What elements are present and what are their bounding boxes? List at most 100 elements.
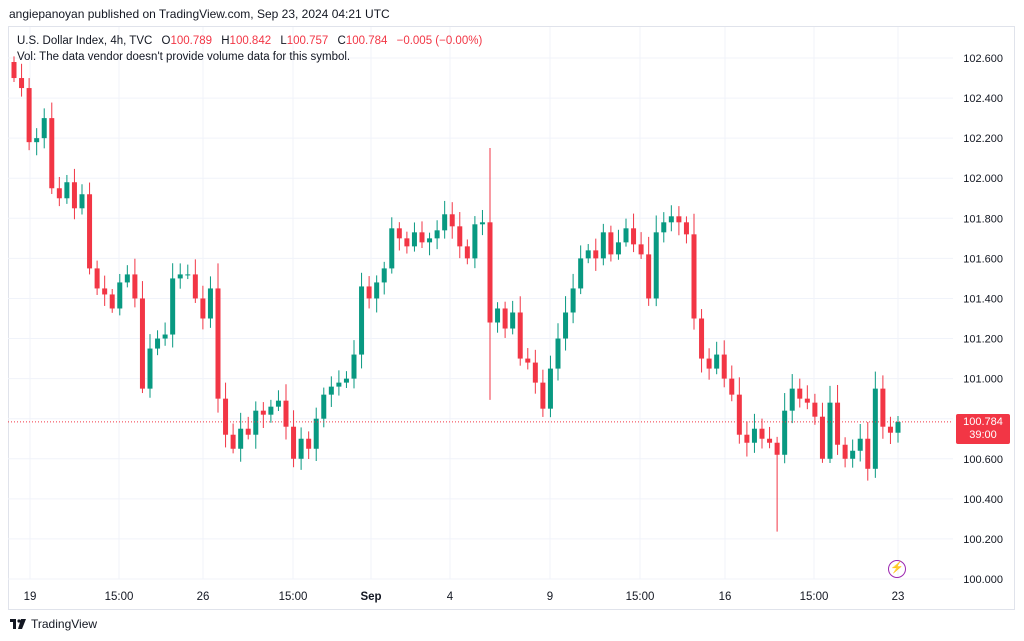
publisher-attribution: angiepanoyan published on TradingView.co… bbox=[9, 7, 390, 21]
candle-body bbox=[729, 378, 735, 395]
symbol-name[interactable]: U.S. Dollar Index, 4h, TVC bbox=[17, 35, 153, 47]
candle bbox=[585, 244, 591, 264]
candle bbox=[117, 273, 123, 316]
candle-body bbox=[532, 362, 538, 383]
candle bbox=[751, 413, 757, 453]
candle bbox=[124, 265, 130, 288]
candle bbox=[555, 323, 561, 381]
candle-body bbox=[850, 450, 856, 459]
candle-body bbox=[827, 402, 833, 459]
candle-body bbox=[714, 354, 720, 369]
candle-body bbox=[94, 268, 100, 289]
candle bbox=[842, 437, 848, 468]
candle bbox=[525, 348, 531, 370]
candle bbox=[774, 436, 780, 532]
candle-body bbox=[71, 182, 77, 209]
candle bbox=[283, 384, 289, 440]
candle bbox=[502, 301, 508, 338]
candle bbox=[759, 418, 765, 449]
candle bbox=[41, 108, 47, 149]
candle bbox=[343, 371, 349, 389]
candle bbox=[328, 376, 334, 407]
candle-body bbox=[177, 274, 183, 279]
candle-body bbox=[283, 400, 289, 427]
low-value: 100.757 bbox=[286, 35, 329, 47]
candle-body bbox=[804, 398, 810, 403]
change-value: −0.005 (−0.00%) bbox=[396, 35, 483, 47]
candle bbox=[404, 231, 410, 254]
candle-body bbox=[887, 426, 893, 433]
footer-brand[interactable]: TradingView bbox=[10, 617, 97, 631]
candle bbox=[865, 422, 871, 481]
candle bbox=[457, 212, 463, 259]
candle-body bbox=[19, 78, 25, 89]
candle-body bbox=[819, 416, 825, 459]
candle-body bbox=[215, 288, 221, 399]
candle bbox=[608, 225, 614, 262]
candle bbox=[102, 275, 108, 306]
candle bbox=[253, 401, 259, 449]
y-tick-label: 101.800 bbox=[963, 213, 1003, 225]
high-label: H bbox=[221, 35, 230, 47]
candle-body bbox=[835, 402, 841, 445]
candle bbox=[721, 340, 727, 388]
candle bbox=[819, 402, 825, 463]
candle bbox=[11, 56, 17, 83]
candle-body bbox=[578, 258, 584, 289]
candle-body bbox=[87, 194, 93, 269]
candle-body bbox=[351, 354, 357, 379]
candle-body bbox=[472, 224, 478, 259]
candle bbox=[464, 239, 470, 265]
candle-body bbox=[487, 222, 493, 323]
candle bbox=[192, 259, 198, 303]
candle-body bbox=[449, 214, 455, 227]
candle-body bbox=[26, 88, 32, 143]
candle-body bbox=[170, 278, 176, 335]
candle-body bbox=[570, 288, 576, 313]
candle bbox=[540, 369, 546, 417]
candle-body bbox=[555, 338, 561, 369]
candle-body bbox=[381, 268, 387, 283]
candle bbox=[215, 263, 221, 413]
candle bbox=[411, 222, 417, 252]
candle-body bbox=[41, 118, 47, 139]
symbol-legend[interactable]: U.S. Dollar Index, 4h, TVC O100.789 H100… bbox=[17, 33, 482, 65]
candle-body bbox=[540, 382, 546, 409]
candle bbox=[683, 216, 689, 244]
candle bbox=[419, 221, 425, 249]
candle bbox=[835, 384, 841, 455]
candle-body bbox=[706, 358, 712, 369]
candle-body bbox=[253, 410, 259, 435]
candle-body bbox=[419, 232, 425, 243]
candle-body bbox=[192, 274, 198, 299]
y-tick-label: 101.200 bbox=[963, 334, 1003, 346]
candle bbox=[880, 375, 886, 439]
open-value: 100.789 bbox=[170, 35, 213, 47]
candle bbox=[691, 213, 697, 330]
candle bbox=[313, 407, 319, 462]
y-tick-label: 102.400 bbox=[963, 93, 1003, 105]
candle-body bbox=[880, 388, 886, 427]
candle bbox=[872, 371, 878, 478]
candle bbox=[170, 263, 176, 348]
candle bbox=[782, 393, 788, 464]
candle bbox=[706, 348, 712, 380]
candle-body bbox=[223, 398, 229, 435]
candle-body bbox=[683, 222, 689, 235]
candle bbox=[646, 236, 652, 306]
x-axis: 19 15:00 26 15:00 Sep 4 9 15:00 16 15:00 23 bbox=[24, 591, 905, 603]
candle-body bbox=[139, 298, 145, 389]
candle bbox=[49, 102, 55, 195]
candle-body bbox=[321, 394, 327, 419]
candle-body bbox=[268, 406, 274, 415]
candle-body bbox=[767, 438, 773, 443]
candle-body bbox=[117, 282, 123, 309]
candle bbox=[517, 296, 523, 366]
candle-body bbox=[653, 232, 659, 299]
candle bbox=[578, 245, 584, 295]
candle-body bbox=[457, 226, 463, 247]
lightning-icon[interactable]: ⚡ bbox=[888, 560, 906, 578]
tradingview-logo-icon bbox=[10, 619, 26, 629]
candle bbox=[396, 222, 402, 251]
